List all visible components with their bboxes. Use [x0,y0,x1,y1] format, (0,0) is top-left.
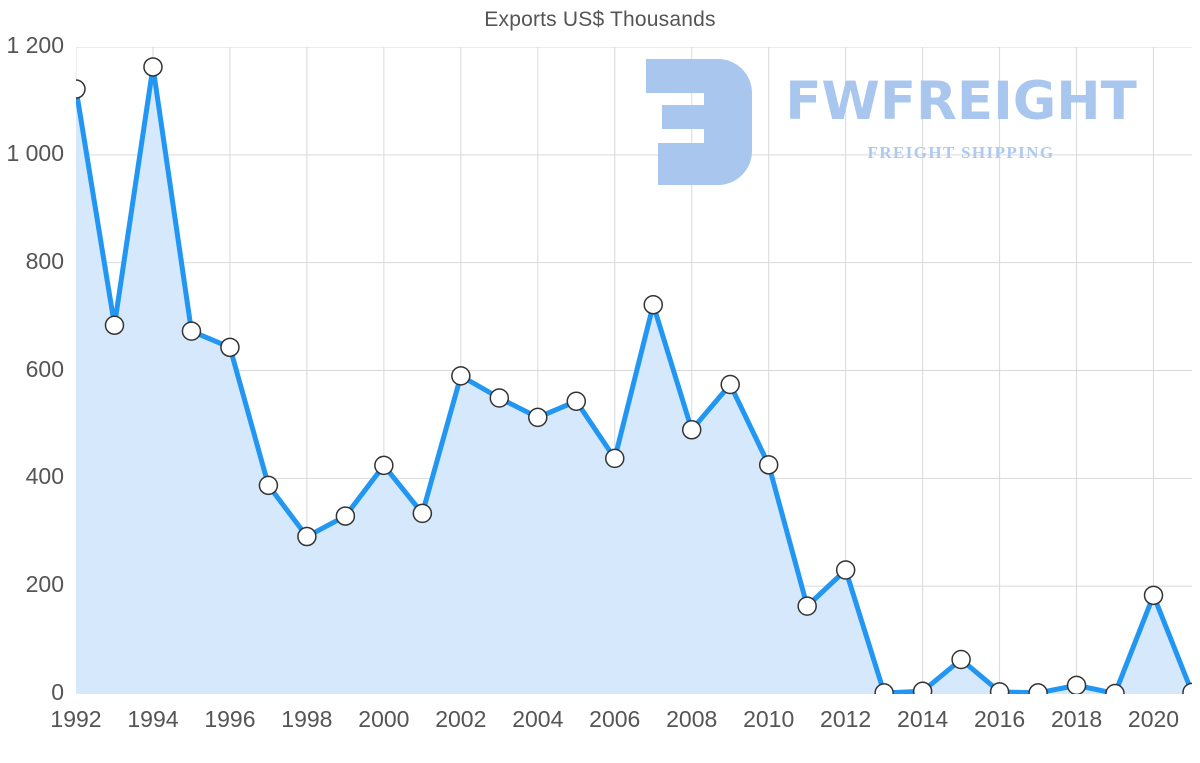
data-point-marker [259,476,277,494]
x-axis-tick-label: 2014 [897,706,949,732]
y-axis-tick-label: 800 [25,247,64,274]
data-point-marker [105,316,123,334]
chart-title: Exports US$ Thousands [484,8,716,31]
data-point-marker [567,392,585,410]
x-axis-tick-label: 1996 [204,706,256,732]
y-axis-tick-label: 600 [25,355,64,382]
data-point-marker [529,408,547,426]
x-axis-tick-label: 2004 [512,706,564,732]
y-axis-tick-label: 0 [51,679,64,705]
data-point-marker [875,684,893,694]
x-axis-tick-label: 2006 [589,706,641,732]
data-point-marker [452,367,470,385]
y-axis: 0 200 400 600 800 1 000 1 200 [0,0,64,763]
data-point-marker [721,376,739,394]
data-point-marker [490,389,508,407]
data-point-marker [144,58,162,76]
data-point-marker [683,421,701,439]
x-axis-tick-label: 2012 [820,706,872,732]
data-point-marker [375,456,393,474]
data-point-marker [952,650,970,668]
y-axis-tick-label: 400 [25,463,64,490]
data-point-marker [644,296,662,314]
data-point-marker [336,507,354,525]
x-axis-tick-label: 2016 [973,706,1026,732]
data-point-marker [413,504,431,522]
x-axis-tick-label: 1998 [281,706,333,732]
data-point-marker [1145,586,1163,604]
x-axis-tick-label: 2018 [1050,706,1103,732]
data-point-marker [837,561,855,579]
x-axis-tick-label: 2020 [1127,706,1180,732]
data-point-marker [606,449,624,467]
y-axis-tick-label: 1 000 [6,139,64,166]
x-axis-tick-label: 2000 [358,706,410,732]
data-point-marker [1068,676,1086,694]
area-fill-path [76,66,1192,694]
data-point-marker [1106,684,1124,694]
y-axis-tick-label: 1 200 [6,32,64,58]
data-point-marker [914,682,932,694]
data-point-marker [991,683,1009,694]
data-point-marker [1183,683,1192,694]
x-axis-tick-label: 2002 [435,706,487,732]
y-axis-tick-label: 200 [25,571,64,598]
data-point-markers [76,58,1192,694]
data-point-marker [182,322,200,340]
x-axis-tick-label: 1992 [50,706,102,732]
data-point-marker [298,528,316,546]
x-axis-tick-label: 2010 [743,706,795,732]
data-point-marker [760,456,778,474]
data-point-marker [221,338,239,356]
x-axis-tick-label: 1994 [127,706,179,732]
data-point-marker [76,80,85,98]
data-point-marker [798,597,816,615]
x-axis-tick-label: 2008 [666,706,718,732]
data-point-marker [1029,684,1047,694]
